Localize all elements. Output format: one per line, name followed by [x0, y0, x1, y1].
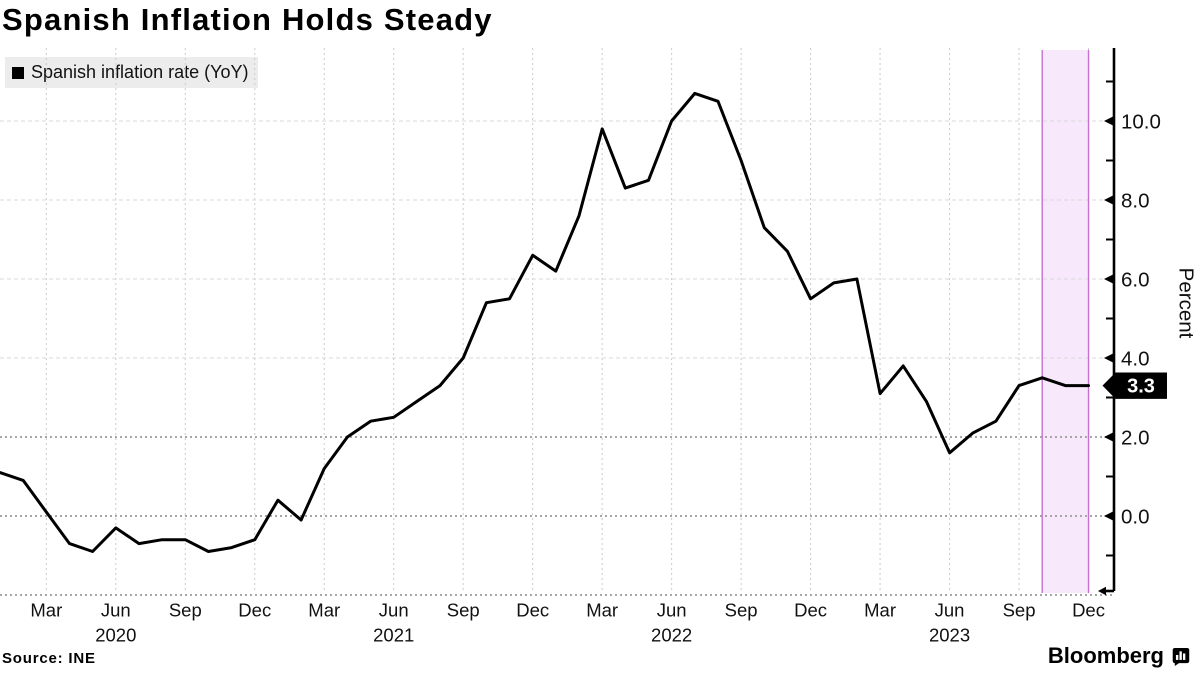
x-month-label: Dec	[1072, 600, 1105, 621]
x-month-label: Jun	[379, 600, 409, 621]
last-value-badge-label: 3.3	[1127, 376, 1155, 398]
inflation-line	[0, 91, 1090, 553]
x-month-label: Sep	[1003, 600, 1036, 621]
last-value-badge	[1102, 372, 1167, 399]
y-tick-label: 2.0	[1121, 427, 1150, 450]
x-month-label: Jun	[101, 600, 131, 621]
x-month-label: Mar	[864, 600, 896, 621]
x-year-label: 2020	[95, 625, 136, 646]
y-tick-label: 4.0	[1121, 348, 1150, 371]
x-month-label: Jun	[657, 600, 687, 621]
bloomberg-chart-bubble-icon	[1172, 647, 1190, 666]
legend: Spanish inflation rate (YoY)	[5, 57, 259, 88]
source-note: Source: INE	[2, 650, 96, 667]
x-month-label: Dec	[794, 600, 827, 621]
y-tick-label: 6.0	[1121, 269, 1150, 292]
y-major-tick-icon	[1104, 195, 1113, 205]
legend-swatch-icon	[12, 66, 24, 79]
x-month-label: Mar	[30, 600, 62, 621]
bloomberg-logo: Bloomberg	[1048, 643, 1190, 669]
x-month-label: Jun	[935, 600, 965, 621]
x-month-label: Dec	[238, 600, 271, 621]
x-year-label: 2023	[929, 625, 970, 646]
x-month-label: Sep	[169, 600, 202, 621]
x-year-label: 2021	[373, 625, 414, 646]
y-tick-label: 10.0	[1121, 111, 1161, 134]
x-month-label: Mar	[308, 600, 340, 621]
x-year-label: 2022	[651, 625, 692, 646]
y-tick-label: 0.0	[1121, 506, 1150, 529]
y-tick-label: 8.0	[1121, 190, 1150, 213]
x-month-label: Sep	[725, 600, 758, 621]
y-major-tick-icon	[1104, 511, 1113, 521]
x-month-label: Sep	[447, 600, 480, 621]
y-major-tick-icon	[1104, 353, 1113, 363]
y-major-tick-icon	[1104, 432, 1113, 442]
x-month-label: Dec	[516, 600, 549, 621]
legend-label: Spanish inflation rate (YoY)	[31, 62, 249, 82]
y-axis-title: Percent	[1175, 268, 1198, 339]
y-major-tick-icon	[1104, 116, 1113, 126]
highlight-band	[1042, 50, 1089, 593]
bloomberg-wordmark: Bloomberg	[1047, 643, 1164, 668]
chart-title: Spanish Inflation Holds Steady	[2, 2, 493, 37]
x-month-label: Mar	[586, 600, 618, 621]
y-axis-foot-arrow-icon	[1098, 586, 1106, 596]
y-major-tick-icon	[1104, 274, 1113, 284]
